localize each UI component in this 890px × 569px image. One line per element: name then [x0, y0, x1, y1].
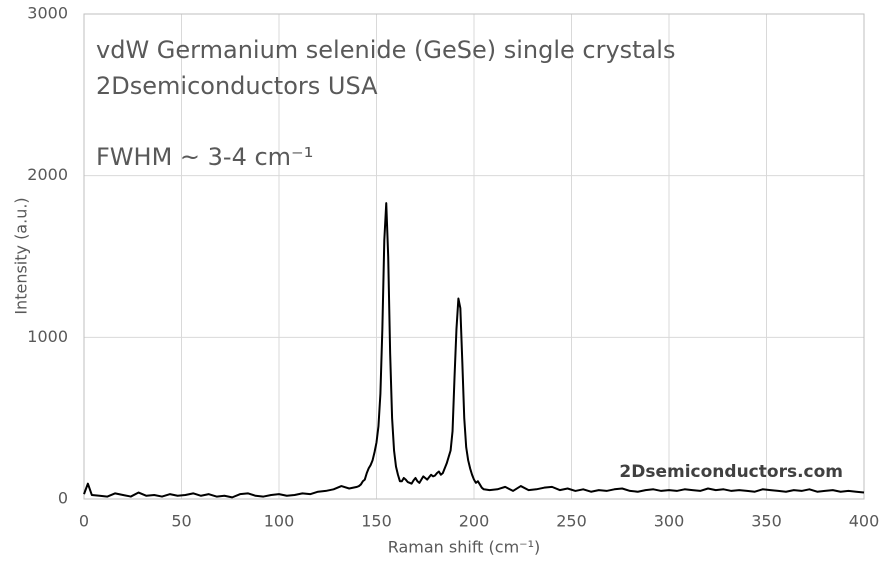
x-tick-label: 350: [751, 512, 782, 531]
spectrum-line: [83, 202, 865, 499]
x-axis-title: Raman shift (cm⁻¹): [388, 538, 541, 557]
x-tick-label: 0: [79, 512, 89, 531]
y-tick-label: 3000: [27, 4, 68, 23]
y-axis-title: Intensity (a.u.): [12, 197, 31, 314]
annotation: FWHM ~ 3-4 cm⁻¹: [96, 143, 313, 171]
y-tick-label: 0: [58, 489, 68, 508]
marks: [83, 202, 865, 499]
x-tick-label: 150: [361, 512, 392, 531]
x-tick-label: 400: [849, 512, 880, 531]
plot-frame: [83, 13, 865, 500]
x-tick-label: 250: [556, 512, 587, 531]
annotation: 2Dsemiconductors USA: [96, 72, 378, 100]
x-tick-label: 100: [264, 512, 295, 531]
x-tick-label: 300: [654, 512, 685, 531]
x-tick-label: 50: [171, 512, 191, 531]
x-tick-label: 200: [459, 512, 490, 531]
watermark: 2Dsemiconductors.com: [619, 462, 843, 482]
y-tick-label: 1000: [27, 327, 68, 346]
y-tick-label: 2000: [27, 165, 68, 184]
annotation: vdW Germanium selenide (GeSe) single cry…: [96, 36, 675, 64]
